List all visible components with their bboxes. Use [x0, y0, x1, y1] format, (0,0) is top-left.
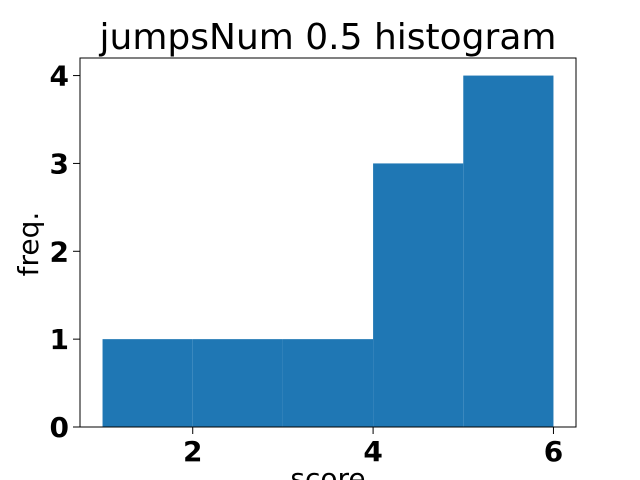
y-axis-label: freq.	[12, 212, 45, 277]
histogram-bar-2	[192, 339, 283, 427]
histogram-bar-3	[282, 339, 374, 427]
x-tick-label: 2	[183, 435, 202, 468]
y-tick-label: 1	[50, 323, 69, 356]
y-tick-label: 0	[50, 411, 69, 444]
chart-title: jumpsNum 0.5 histogram	[99, 17, 557, 58]
x-tick-label: 6	[544, 435, 563, 468]
axes-frame	[79, 57, 577, 428]
histogram-bar-5	[463, 75, 554, 428]
histogram-bar-1	[102, 339, 193, 427]
y-tick-label: 3	[50, 147, 69, 180]
histogram-bar-4	[373, 163, 464, 427]
y-tick-label: 4	[50, 60, 69, 93]
x-axis-label: score	[290, 462, 365, 480]
plot-area: 2 4 6 0 1 2 3 4	[50, 57, 577, 468]
x-tick-label: 4	[363, 435, 382, 468]
y-tick-label: 2	[50, 235, 69, 268]
